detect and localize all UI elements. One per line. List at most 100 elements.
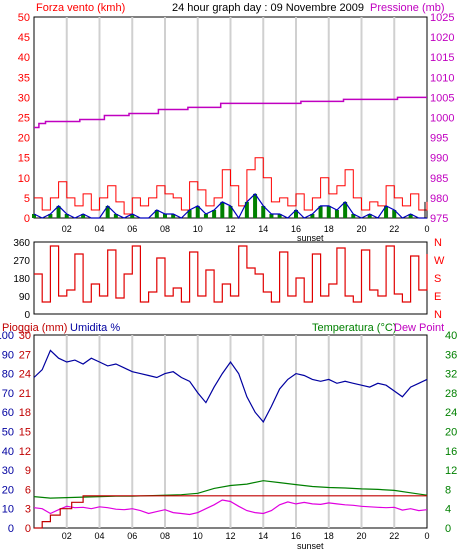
wind-average-bar	[130, 213, 135, 218]
pressure-tick-label: 1020	[430, 32, 454, 44]
pressure-tick-label: 1000	[430, 113, 454, 125]
temperature-tick-label: 16	[445, 446, 457, 458]
direction-tick-label: 90	[19, 292, 31, 303]
time-tick-label: 02	[62, 224, 72, 234]
wind-average-bar	[384, 205, 389, 218]
temperature-tick-label: 20	[445, 427, 457, 439]
pressure-tick-label: 1010	[430, 72, 454, 84]
wind-direction-plot	[33, 241, 428, 315]
wind-average-bar	[154, 209, 159, 218]
time-tick-label: 10	[193, 224, 203, 234]
wind-tick-label: 50	[18, 12, 30, 24]
direction-tick-label: 0	[24, 310, 30, 321]
time-tick-label: 04	[94, 224, 104, 234]
rain-tick-label: 24	[19, 369, 31, 381]
pressure-tick-label: 990	[430, 153, 448, 165]
time-tick-label: 18	[324, 531, 334, 541]
wind-direction-line	[34, 245, 428, 303]
pressure-tick-label: 1015	[430, 52, 454, 64]
time-tick-label: 12	[225, 531, 235, 541]
pressure-tick-label: 980	[430, 193, 448, 205]
wind-average-bar	[81, 213, 86, 218]
wind-average-line	[33, 192, 427, 220]
wind-average-bar	[64, 213, 69, 218]
wind-average-bar	[48, 213, 53, 218]
humidity-tick-label: 60	[2, 407, 14, 419]
wind-average-bar	[269, 213, 274, 218]
temperature-tick-label: 4	[445, 504, 451, 516]
wind-average-bar	[228, 205, 233, 218]
wind-average-bar	[212, 209, 217, 218]
rain-tick-label: 0	[25, 523, 31, 535]
pressure-axis-title: Pressione (mb)	[370, 2, 445, 14]
wind-average-bar	[351, 213, 356, 218]
humidity-line	[33, 349, 428, 423]
time-tick-label: 14	[258, 531, 268, 541]
wind-average-bar	[195, 205, 200, 218]
wind-tick-label: 35	[18, 72, 30, 84]
time-tick-label: 08	[160, 531, 170, 541]
sunset-label-bottom: sunset	[297, 541, 324, 551]
time-tick-label: 22	[389, 531, 399, 541]
temperature-axis-title: Temperatura (°C)	[312, 322, 396, 334]
rain-tick-label: 21	[19, 388, 31, 400]
temperature-tick-label: 40	[445, 330, 457, 342]
compass-tick-label: N	[434, 309, 442, 321]
rain-tick-label: 15	[19, 427, 31, 439]
wind-gust-line	[34, 157, 428, 215]
wind-average-bar	[343, 201, 348, 218]
pressure-line	[34, 96, 427, 129]
rain-tick-label: 3	[25, 504, 31, 516]
humidity-tick-label: 0	[8, 523, 14, 535]
wind-average-bar	[326, 205, 331, 218]
dewpoint-line	[33, 499, 428, 516]
wind-tick-label: 40	[18, 52, 30, 64]
wind-tick-label: 20	[18, 133, 30, 145]
humidity-tick-label: 100	[0, 330, 14, 342]
chart-title: 24 hour graph day : 09 Novembre 2009	[172, 2, 364, 14]
pressure-tick-label: 1005	[430, 92, 454, 104]
temperature-line	[33, 480, 428, 499]
wind-average-bar	[187, 209, 192, 218]
wind-average-bar	[105, 205, 110, 218]
time-tick-label: 0	[424, 224, 429, 234]
humidity-tick-label: 50	[2, 427, 14, 439]
temperature-tick-label: 32	[445, 369, 457, 381]
time-tick-label: 18	[324, 224, 334, 234]
humidity-tick-label: 90	[2, 349, 14, 361]
time-tick-label: 14	[258, 224, 268, 234]
wind-tick-label: 15	[18, 153, 30, 165]
rain-tick-label: 27	[19, 349, 31, 361]
humidity-tick-label: 30	[2, 465, 14, 477]
rain-tick-label: 6	[25, 484, 31, 496]
temperature-tick-label: 12	[445, 465, 457, 477]
wind-average-bar	[318, 205, 323, 218]
time-tick-label: 10	[193, 531, 203, 541]
wind-average-bar	[294, 209, 298, 218]
wind-average-bar	[163, 213, 167, 218]
wind-average-bar	[32, 213, 36, 218]
temperature-tick-label: 28	[445, 388, 457, 400]
wind-average-bar	[56, 205, 61, 218]
time-tick-label: 16	[291, 531, 301, 541]
wind-average-bar	[334, 209, 339, 218]
temperature-tick-label: 0	[445, 523, 451, 535]
direction-tick-label: 270	[13, 256, 30, 267]
wind-average-bar	[244, 201, 249, 218]
humidity-tick-label: 10	[2, 504, 14, 516]
wind-average-bar	[261, 205, 266, 218]
time-tick-label: 02	[62, 531, 72, 541]
wind-average-bar	[171, 213, 176, 218]
wind-average-bar	[253, 193, 258, 218]
sunset-label-top: sunset	[297, 233, 324, 243]
humidity-tick-label: 40	[2, 446, 14, 458]
compass-tick-label: E	[434, 291, 441, 303]
wind-axis-title: Forza vento (kmh)	[36, 2, 125, 14]
wind-average-bar	[113, 213, 118, 218]
wind-tick-label: 30	[18, 92, 30, 104]
time-tick-label: 04	[94, 531, 104, 541]
pressure-tick-label: 995	[430, 133, 448, 145]
time-tick-label: 20	[356, 531, 366, 541]
time-tick-label: 06	[127, 224, 137, 234]
